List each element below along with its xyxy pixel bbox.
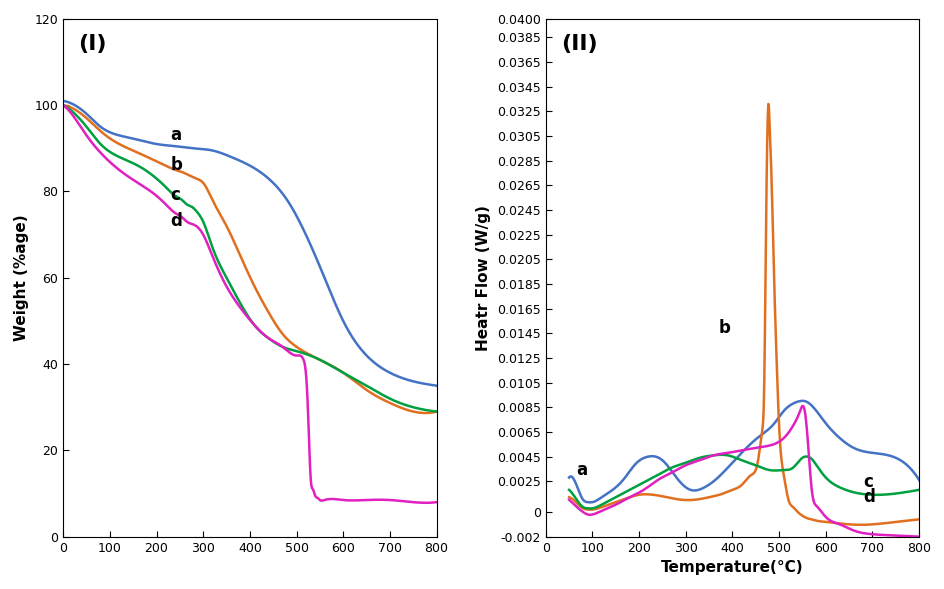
Y-axis label: Heatr Flow (W/g): Heatr Flow (W/g) bbox=[476, 205, 491, 350]
Text: (II): (II) bbox=[560, 34, 597, 54]
Text: c: c bbox=[862, 474, 872, 491]
Text: a: a bbox=[576, 461, 586, 479]
Text: d: d bbox=[170, 212, 182, 230]
Text: b: b bbox=[717, 319, 730, 337]
X-axis label: Temperature(°C): Temperature(°C) bbox=[661, 560, 803, 575]
Text: a: a bbox=[170, 125, 181, 144]
Text: (I): (I) bbox=[78, 34, 107, 54]
Y-axis label: Weight (%age): Weight (%age) bbox=[14, 214, 29, 341]
Text: c: c bbox=[170, 186, 180, 204]
Text: b: b bbox=[170, 156, 182, 174]
Text: d: d bbox=[862, 488, 874, 506]
